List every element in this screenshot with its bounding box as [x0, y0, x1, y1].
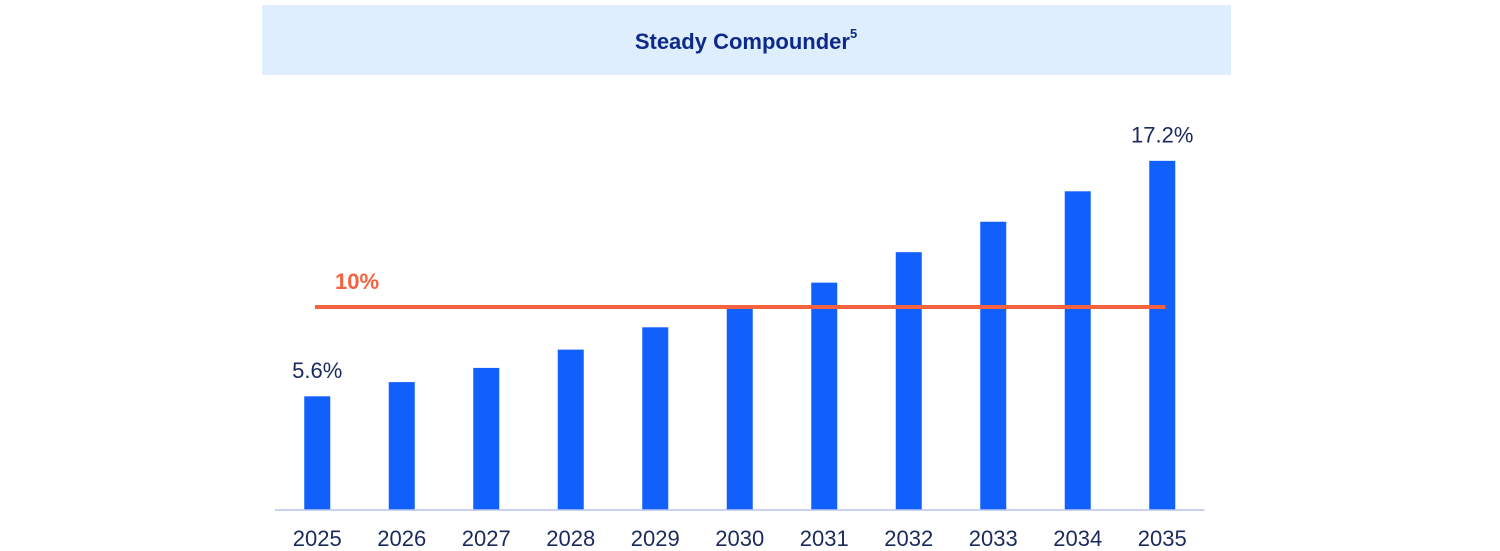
- data-label: 17.2%: [1131, 123, 1193, 148]
- bar: [642, 327, 669, 510]
- x-tick-label: 2025: [293, 526, 342, 551]
- x-tick-label: 2033: [969, 526, 1018, 551]
- x-tick-label: 2027: [462, 526, 511, 551]
- title-note: 5: [850, 26, 857, 41]
- bar: [895, 252, 922, 510]
- x-tick-label: 2034: [1053, 526, 1102, 551]
- bar: [304, 396, 331, 510]
- x-tick-label: 2031: [800, 526, 849, 551]
- title-banner: [262, 5, 1231, 75]
- bar: [1064, 191, 1091, 511]
- bar: [1149, 160, 1176, 510]
- bar: [557, 349, 584, 510]
- title-text: Steady Compounder: [635, 29, 851, 54]
- bar: [811, 282, 838, 510]
- data-label: 5.6%: [292, 358, 342, 383]
- bar: [980, 221, 1007, 511]
- bar: [726, 307, 753, 510]
- x-tick-label: 2028: [546, 526, 595, 551]
- x-tick-label: 2030: [715, 526, 764, 551]
- chart-title: Steady Compounder5: [635, 26, 857, 53]
- x-tick-label: 2029: [631, 526, 680, 551]
- x-tick-label: 2032: [884, 526, 933, 551]
- x-tick-label: 2026: [377, 526, 426, 551]
- x-tick-label: 2035: [1138, 526, 1187, 551]
- bar: [473, 367, 500, 510]
- reference-label: 10%: [335, 269, 379, 294]
- bar: [388, 382, 415, 510]
